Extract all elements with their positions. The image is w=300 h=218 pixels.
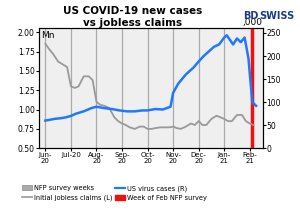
Text: SWISS: SWISS — [260, 11, 295, 21]
Title: US COVID-19 new cases
vs jobless claims: US COVID-19 new cases vs jobless claims — [63, 6, 202, 27]
Legend: NFP survey weeks, Initial jobless claims (L), US virus cases (R), Week of Feb NF: NFP survey weeks, Initial jobless claims… — [22, 185, 207, 201]
Text: Mn: Mn — [41, 31, 55, 40]
Text: BD: BD — [243, 11, 258, 21]
Text: ,000: ,000 — [242, 18, 262, 27]
